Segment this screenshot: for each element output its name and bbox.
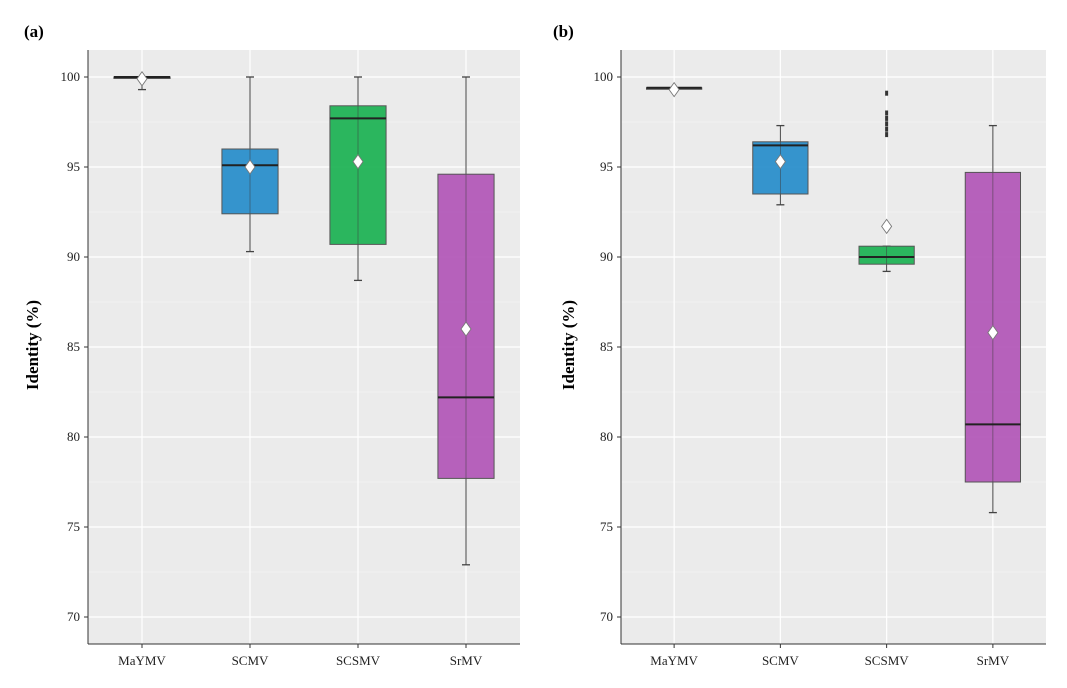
mean-marker [987,324,999,341]
panel-b: 70 75 80 85 90 95 100 MaYMV SCMV SCSMV SrMV (b) Iden… [553,22,1046,668]
outlier-point [885,115,889,121]
mean-marker [881,218,893,235]
outlier-point [885,110,889,116]
mean-marker [460,321,472,337]
box-srmv [964,124,1021,514]
box-scmv [752,124,809,206]
y-tick-label: 85 [600,339,613,354]
panel-a: 70 75 80 85 90 95 100 MaYMV SCMV SCSMV SrMV (a) Iden… [23,22,520,668]
y-tick-label: 75 [67,519,80,534]
y-tick-label: 80 [600,429,613,444]
box-scsmv [858,90,915,273]
box-scsmv [329,76,387,282]
x-tick-label: SCSMV [336,653,381,668]
panel-label-a: (a) [24,22,44,41]
y-tick-label: 100 [61,69,81,84]
y-tick-label: 90 [67,249,80,264]
x-tick-label: MaYMV [118,653,166,668]
y-tick-label: 95 [67,159,80,174]
y-axis-label-a: Identity (%) [23,300,42,390]
box-maymv [646,81,703,98]
y-tick-label: 95 [600,159,613,174]
outlier-point [885,132,889,138]
y-tick-label: 85 [67,339,80,354]
y-axis-label-b: Identity (%) [559,300,578,390]
mean-marker [668,81,680,98]
y-tick-label: 70 [600,609,613,624]
outlier-point [885,90,889,96]
y-tick-label: 70 [67,609,80,624]
panel-label-b: (b) [553,22,574,41]
mean-marker [774,153,786,170]
x-tick-label: MaYMV [650,653,698,668]
x-tick-label: SCMV [762,653,799,668]
mean-marker [244,159,256,175]
x-tick-label: SCMV [232,653,269,668]
x-tick-label: SrMV [450,653,483,668]
box-scmv [221,76,279,253]
y-tick-label: 90 [600,249,613,264]
box-srmv [437,76,495,566]
outlier-point [885,126,889,132]
outlier-point [885,121,889,127]
mean-marker [136,71,148,87]
y-tick-label: 100 [594,69,614,84]
box-maymv [113,71,171,91]
y-tick-label: 80 [67,429,80,444]
y-tick-label: 75 [600,519,613,534]
x-tick-label: SrMV [977,653,1010,668]
mean-marker [352,153,364,170]
x-tick-label: SCSMV [865,653,910,668]
